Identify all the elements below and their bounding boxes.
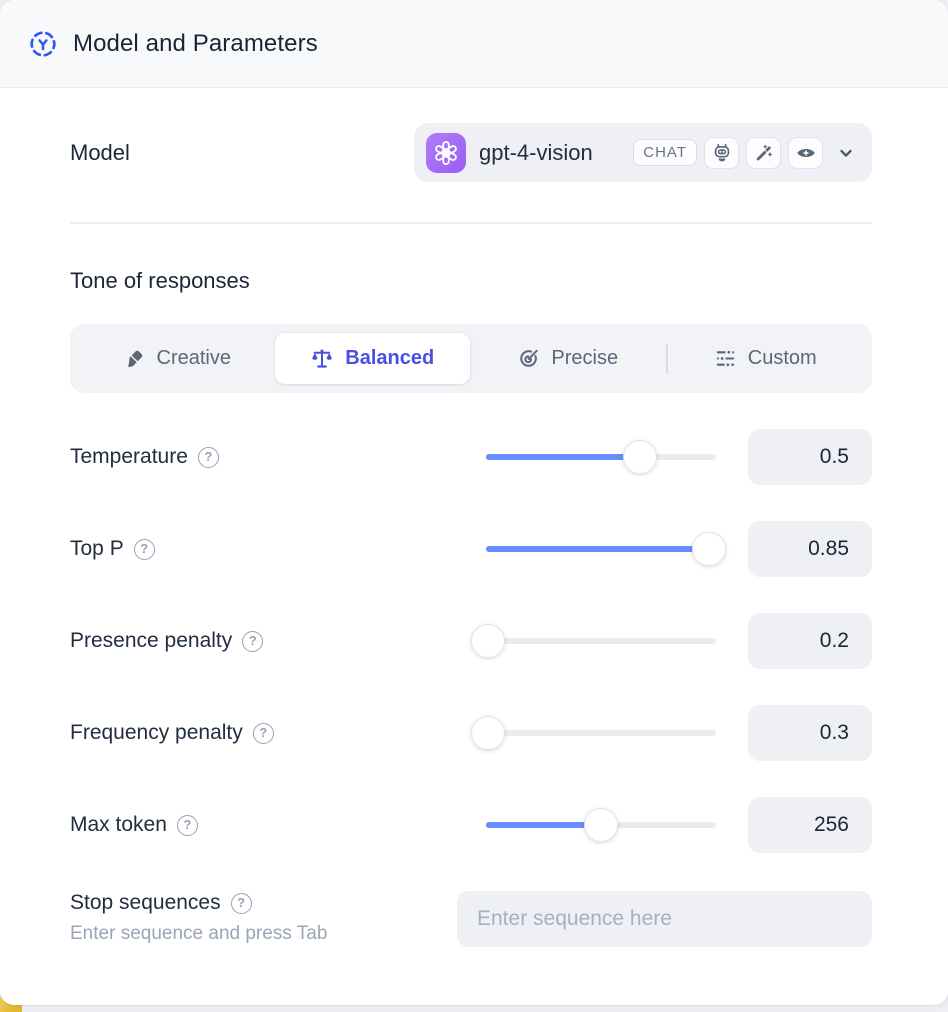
help-icon[interactable]: ?	[197, 446, 219, 468]
param-row-temperature: Temperature ? 0.5	[70, 429, 872, 485]
slider-thumb[interactable]	[471, 716, 506, 750]
model-select-dropdown[interactable]: gpt-4-vision CHAT	[414, 123, 872, 182]
tab-precise[interactable]: Precise	[470, 333, 666, 384]
robot-icon	[704, 136, 739, 169]
help-icon[interactable]: ?	[176, 814, 198, 836]
temperature-label: Temperature	[70, 445, 188, 468]
frequency-penalty-value[interactable]: 0.3	[748, 705, 872, 761]
max-token-label: Max token	[70, 813, 167, 836]
max-token-value[interactable]: 256	[748, 797, 872, 853]
panel-header: Model and Parameters	[0, 0, 948, 88]
temperature-slider[interactable]	[486, 440, 716, 474]
openai-logo	[426, 132, 466, 173]
presence-penalty-slider[interactable]	[471, 624, 716, 658]
tone-heading: Tone of responses	[70, 268, 250, 293]
section-divider	[70, 222, 872, 224]
tab-creative[interactable]: Creative	[79, 333, 275, 384]
tab-label: Creative	[156, 347, 231, 369]
model-field-icon	[28, 29, 58, 59]
tab-separator	[665, 343, 668, 374]
param-row-frequency-penalty: Frequency penalty ? 0.3	[70, 705, 872, 761]
target-arrow-icon	[517, 347, 540, 370]
stop-sequence-input[interactable]	[457, 891, 872, 947]
temperature-value[interactable]: 0.5	[748, 429, 872, 485]
panel-title: Model and Parameters	[73, 29, 318, 57]
paintbrush-icon	[123, 347, 146, 370]
help-icon[interactable]: ?	[252, 722, 274, 744]
slider-track	[486, 638, 716, 644]
magic-wand-icon	[746, 136, 781, 169]
help-icon[interactable]: ?	[242, 630, 264, 652]
stop-sequences-label-block: Stop sequences ? Enter sequence and pres…	[70, 891, 327, 945]
slider-thumb[interactable]	[584, 808, 618, 842]
frequency-penalty-label: Frequency penalty	[70, 721, 243, 744]
tab-custom[interactable]: Custom	[668, 333, 864, 384]
tab-label: Balanced	[345, 347, 435, 369]
model-type-badge: CHAT	[633, 139, 697, 166]
presence-penalty-label: Presence penalty	[70, 629, 233, 652]
selected-model-name: gpt-4-vision	[479, 139, 593, 165]
help-icon[interactable]: ?	[133, 538, 155, 560]
slider-fill	[486, 454, 641, 460]
frequency-penalty-slider[interactable]	[471, 716, 716, 750]
slider-fill	[486, 822, 601, 828]
max-token-slider[interactable]	[486, 808, 716, 842]
tab-balanced[interactable]: Balanced	[274, 333, 470, 384]
tab-label: Custom	[747, 347, 817, 369]
help-icon[interactable]: ?	[230, 892, 252, 914]
model-row: Model gpt-4-vision	[70, 123, 872, 182]
slider-thumb[interactable]	[623, 440, 658, 474]
stop-sequences-row: Stop sequences ? Enter sequence and pres…	[70, 891, 872, 947]
top-p-label: Top P	[70, 537, 124, 560]
top-p-slider[interactable]	[486, 532, 727, 566]
top-p-value[interactable]: 0.85	[748, 521, 872, 577]
tab-label: Precise	[551, 347, 619, 369]
slider-thumb[interactable]	[692, 532, 727, 566]
slider-fill	[486, 546, 710, 552]
sliders-icon	[714, 347, 737, 370]
vision-eye-icon	[788, 136, 823, 169]
param-row-max-token: Max token ? 256	[70, 797, 872, 853]
slider-thumb[interactable]	[471, 624, 506, 658]
balance-scale-icon	[310, 347, 334, 371]
presence-penalty-value[interactable]: 0.2	[748, 613, 872, 669]
param-row-presence-penalty: Presence penalty ? 0.2	[70, 613, 872, 669]
panel-body: Model gpt-4-vision	[0, 88, 948, 1005]
tone-tab-group: Creative Balanced	[70, 324, 872, 393]
stop-sequences-label: Stop sequences	[70, 891, 221, 914]
chevron-down-icon[interactable]	[834, 141, 858, 165]
model-badges: CHAT	[633, 136, 823, 169]
stop-sequences-helper: Enter sequence and press Tab	[70, 923, 328, 944]
param-row-top-p: Top P ? 0.85	[70, 521, 872, 577]
model-label: Model	[70, 139, 130, 165]
slider-track	[486, 730, 716, 736]
